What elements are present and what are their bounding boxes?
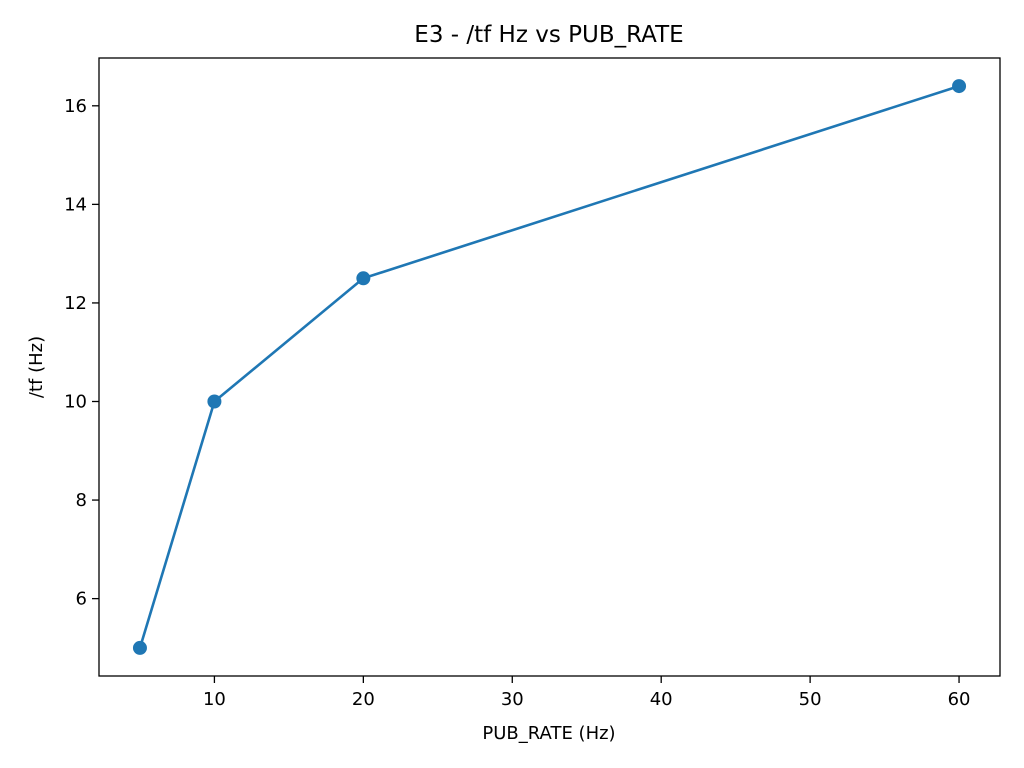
- y-axis: 6 8 10 12 14 16: [64, 96, 99, 610]
- data-point: [132, 640, 147, 655]
- x-axis-label: PUB_RATE (Hz): [482, 723, 615, 744]
- y-tick-label: 8: [76, 490, 87, 511]
- x-tick-label: 40: [650, 689, 673, 710]
- x-tick-label: 50: [799, 689, 822, 710]
- series-line: [138, 84, 960, 649]
- y-tick-label: 14: [64, 194, 87, 215]
- x-axis: 10 20 30 40 50 60: [203, 676, 971, 710]
- x-tick-label: 30: [501, 689, 524, 710]
- data-point: [952, 79, 967, 94]
- x-tick-label: 60: [948, 689, 971, 710]
- data-point: [207, 394, 222, 409]
- y-tick-label: 16: [64, 96, 87, 117]
- series-points: [132, 79, 967, 655]
- y-axis-label: /tf (Hz): [26, 336, 47, 398]
- data-point: [356, 271, 371, 286]
- chart-title: E3 - /tf Hz vs PUB_RATE: [414, 22, 683, 48]
- x-tick-label: 20: [352, 689, 375, 710]
- y-tick-label: 12: [64, 293, 87, 314]
- y-tick-label: 10: [64, 391, 87, 412]
- plot-area-frame: [98, 57, 1001, 677]
- x-tick-label: 10: [203, 689, 226, 710]
- y-tick-label: 6: [76, 589, 87, 610]
